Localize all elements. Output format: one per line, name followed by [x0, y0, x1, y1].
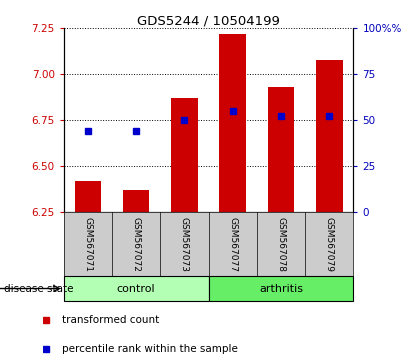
- Bar: [74, 181, 101, 212]
- Text: GSM567071: GSM567071: [83, 217, 92, 273]
- Bar: [316, 59, 343, 212]
- Text: percentile rank within the sample: percentile rank within the sample: [62, 344, 238, 354]
- Text: GSM567073: GSM567073: [180, 217, 189, 273]
- Title: GDS5244 / 10504199: GDS5244 / 10504199: [137, 14, 280, 27]
- Text: GSM567079: GSM567079: [325, 217, 334, 273]
- Bar: [123, 190, 150, 212]
- Bar: [64, 276, 208, 301]
- Bar: [219, 34, 246, 212]
- Text: transformed count: transformed count: [62, 315, 159, 325]
- Text: GSM567077: GSM567077: [228, 217, 237, 273]
- Bar: [171, 98, 198, 212]
- Bar: [209, 276, 353, 301]
- Text: GSM567078: GSM567078: [277, 217, 286, 273]
- Text: control: control: [117, 284, 155, 293]
- Bar: [268, 87, 294, 212]
- Text: arthritis: arthritis: [259, 284, 303, 293]
- Text: GSM567072: GSM567072: [132, 217, 141, 272]
- Text: disease state: disease state: [4, 284, 74, 293]
